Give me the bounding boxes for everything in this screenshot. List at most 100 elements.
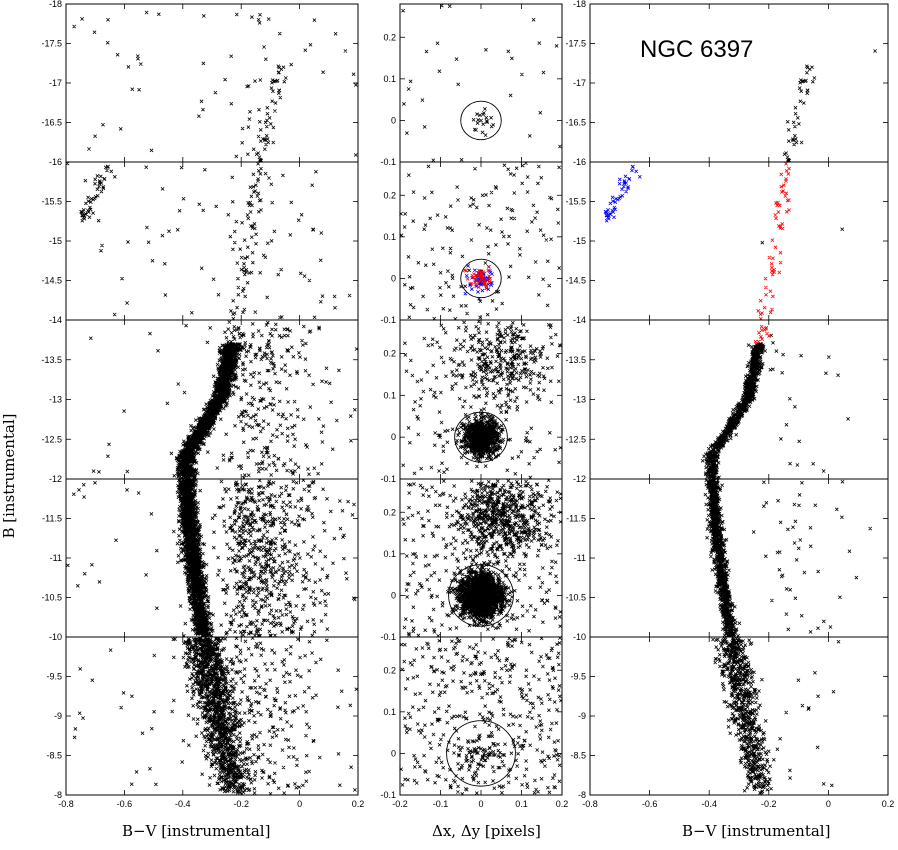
x-axis-title-middle: Δx, Δy [pixels] [432, 822, 541, 840]
y-tick-label: -11 [574, 553, 586, 563]
y-tick-label: -16.5 [565, 118, 586, 128]
y-tick-label: -17.5 [565, 39, 586, 49]
y-tick-label: -8.5 [570, 751, 586, 761]
y-tick-label: -10 [49, 632, 62, 642]
y-tick-label: -9.5 [570, 672, 586, 682]
y-tick-label: 0.2 [383, 190, 396, 200]
x-tick-label: 0 [297, 799, 302, 809]
y-tick-label: -0.1 [380, 632, 396, 642]
y-tick-label: 0.2 [383, 665, 396, 675]
y-tick-label: -9 [578, 711, 586, 721]
series-marks-0 [65, 3, 877, 796]
y-tick-label: -0.1 [380, 790, 396, 800]
y-tick-label: -17 [573, 78, 586, 88]
x-tick-label: 0 [826, 799, 831, 809]
chart-title: NGC 6397 [640, 36, 753, 63]
selection-circle-row-0 [460, 100, 502, 141]
y-tick-label: -0.1 [380, 315, 396, 325]
y-tick-label: 0.2 [383, 507, 396, 517]
y-tick-label: -17 [49, 78, 62, 88]
series-marks-2 [462, 161, 791, 344]
y-tick-label: -8.5 [46, 751, 62, 761]
selection-circle-row-1 [460, 258, 502, 299]
y-tick-label: -12.5 [41, 434, 62, 444]
x-tick-label: 0.1 [515, 799, 528, 809]
x-tick-label: -0.2 [392, 799, 408, 809]
y-axis-title: B [instrumental] [0, 413, 18, 538]
y-tick-label: -13 [49, 395, 62, 405]
y-tick-label: -17.5 [41, 39, 62, 49]
y-tick-label: 0.1 [383, 232, 396, 242]
x-tick-label: -0.8 [582, 799, 598, 809]
selection-circle-row-3 [448, 564, 514, 627]
y-tick-label: -18 [49, 0, 62, 9]
panel-frame-c2-r1 [589, 161, 889, 321]
x-axis-title-right: B−V [instrumental] [682, 822, 830, 840]
y-tick-label: -15 [49, 236, 62, 246]
y-tick-label: 0.2 [383, 348, 396, 358]
y-tick-label: -14.5 [565, 276, 586, 286]
y-tick-label: -0.1 [380, 474, 396, 484]
y-tick-label: -11 [50, 553, 62, 563]
y-tick-label: 0 [391, 590, 396, 600]
y-tick-label: 0.2 [383, 32, 396, 42]
y-tick-label: -15 [573, 236, 586, 246]
y-tick-label: 0.1 [383, 707, 396, 717]
y-tick-label: -10.5 [565, 593, 586, 603]
y-tick-label: -18 [573, 0, 586, 9]
y-tick-label: -14.5 [41, 276, 62, 286]
y-tick-label: 0.1 [383, 390, 396, 400]
y-tick-label: 0 [391, 748, 396, 758]
y-tick-label: 0.1 [383, 74, 396, 84]
panel-frame-c0-r1 [65, 161, 359, 321]
y-tick-label: -16 [49, 157, 62, 167]
x-tick-label: -0.6 [117, 799, 133, 809]
x-tick-label: 0.2 [556, 799, 569, 809]
y-tick-label: 0.1 [383, 549, 396, 559]
y-tick-label: -13 [573, 395, 586, 405]
x-tick-label: -0.4 [701, 799, 717, 809]
y-tick-label: 0 [391, 273, 396, 283]
x-tick-label: -0.4 [175, 799, 191, 809]
y-tick-label: -11.5 [42, 514, 62, 524]
y-tick-label: -8 [578, 790, 586, 800]
x-tick-label: -0.2 [233, 799, 249, 809]
x-tick-label: 0 [478, 799, 483, 809]
y-tick-label: -10.5 [41, 593, 62, 603]
y-tick-label: -14 [49, 315, 62, 325]
y-tick-label: -13.5 [41, 355, 62, 365]
x-axis-title-left: B−V [instrumental] [122, 822, 270, 840]
y-tick-label: -16.5 [41, 118, 62, 128]
y-tick-label: -9.5 [46, 672, 62, 682]
x-tick-label: -0.1 [433, 799, 449, 809]
x-tick-label: -0.6 [642, 799, 658, 809]
x-tick-label: 0.2 [882, 799, 895, 809]
panel-frame-c1-r0 [399, 3, 563, 163]
data-marks [65, 3, 877, 796]
panel-frame-c2-r0 [589, 3, 889, 163]
panel-frame-c2-r3 [589, 478, 889, 638]
y-tick-label: 0 [391, 432, 396, 442]
y-tick-label: -8 [54, 790, 62, 800]
y-tick-label: -10 [573, 632, 586, 642]
y-tick-label: -12 [573, 474, 586, 484]
x-tick-label: -0.8 [58, 799, 74, 809]
x-tick-label: -0.2 [761, 799, 777, 809]
x-tick-label: 0.2 [352, 799, 365, 809]
y-tick-label: -15.5 [565, 197, 586, 207]
y-tick-label: -14 [573, 315, 586, 325]
tick-marks [65, 3, 889, 796]
y-tick-label: -0.1 [380, 157, 396, 167]
y-tick-label: -12 [49, 474, 62, 484]
y-tick-label: -16 [573, 157, 586, 167]
panel-frame-c2-r2 [589, 319, 889, 480]
panel-frame-c0-r0 [65, 3, 359, 163]
y-tick-label: -9 [54, 711, 62, 721]
selection-circle-row-2 [454, 411, 508, 463]
y-tick-label: -12.5 [565, 434, 586, 444]
y-tick-label: -15.5 [41, 197, 62, 207]
selection-circle-row-4 [446, 720, 516, 787]
tick-labels: -18 -17.5 -17 -16.5 -16 -15.5 -15 -14.5 -14 -13.5… [41, 0, 894, 809]
y-tick-label: 0 [391, 115, 396, 125]
